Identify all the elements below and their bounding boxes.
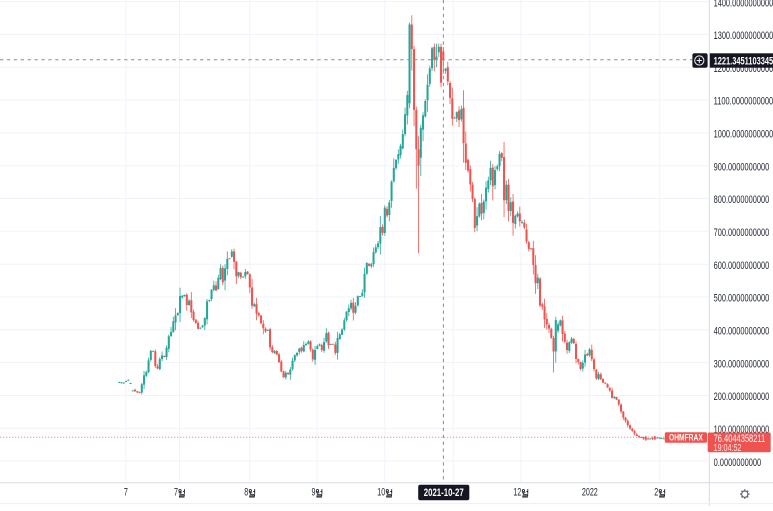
svg-text:7: 7 bbox=[174, 487, 178, 499]
svg-text:1300.0000000000: 1300.0000000000 bbox=[714, 30, 773, 42]
svg-text:12: 12 bbox=[513, 487, 521, 499]
svg-text:1221.3451103345: 1221.3451103345 bbox=[714, 55, 773, 67]
svg-text:300.0000000000: 300.0000000000 bbox=[714, 358, 770, 370]
svg-text:600.0000000000: 600.0000000000 bbox=[714, 260, 770, 272]
svg-text:2022: 2022 bbox=[582, 487, 598, 499]
svg-text:900.0000000000: 900.0000000000 bbox=[714, 161, 770, 173]
svg-text:200.0000000000: 200.0000000000 bbox=[714, 391, 770, 403]
svg-text:2: 2 bbox=[654, 487, 658, 499]
svg-text:19:04:52: 19:04:52 bbox=[714, 443, 742, 454]
svg-text:7: 7 bbox=[124, 487, 128, 499]
svg-text:0.0000000000: 0.0000000000 bbox=[714, 457, 762, 469]
svg-text:8: 8 bbox=[244, 487, 248, 499]
svg-text:9: 9 bbox=[312, 487, 316, 499]
svg-text:1000.0000000000: 1000.0000000000 bbox=[714, 129, 773, 141]
svg-text:OHMFRAX: OHMFRAX bbox=[669, 433, 703, 443]
svg-text:800.0000000000: 800.0000000000 bbox=[714, 194, 770, 206]
svg-text:10: 10 bbox=[377, 487, 385, 499]
svg-text:1400.0000000000: 1400.0000000000 bbox=[714, 0, 773, 9]
svg-text:2021-10-27: 2021-10-27 bbox=[424, 487, 464, 499]
svg-text:1100.0000000000: 1100.0000000000 bbox=[714, 96, 773, 108]
svg-text:500.0000000000: 500.0000000000 bbox=[714, 293, 770, 305]
svg-text:76.4044358211: 76.4044358211 bbox=[714, 433, 766, 445]
svg-text:400.0000000000: 400.0000000000 bbox=[714, 326, 770, 338]
svg-text:700.0000000000: 700.0000000000 bbox=[714, 227, 770, 239]
